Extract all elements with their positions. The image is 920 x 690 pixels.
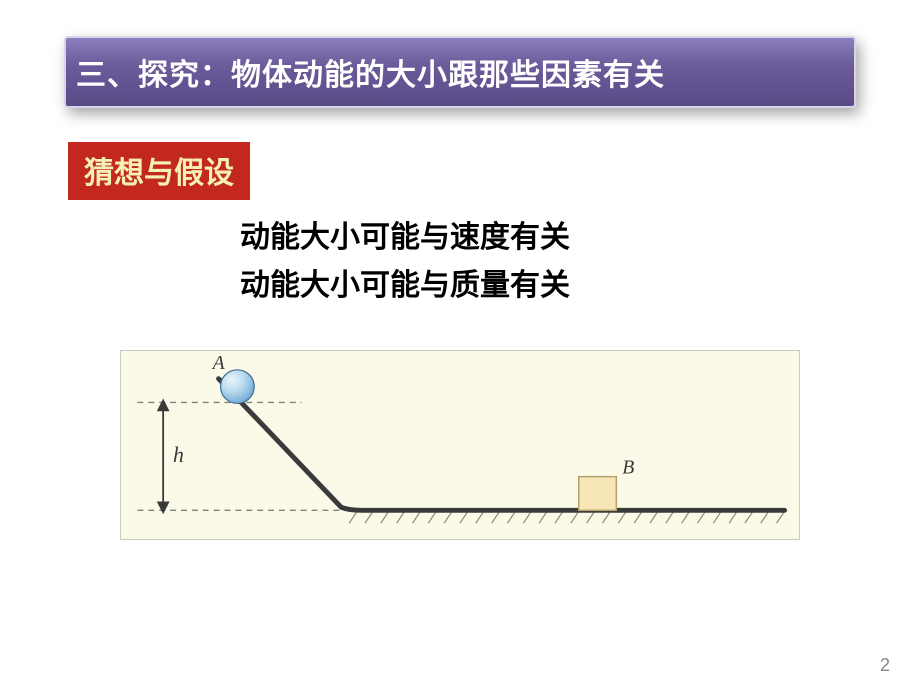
title-banner: 三、探究：物体动能的大小跟那些因素有关 [64, 36, 856, 108]
diagram-svg: h A B [121, 351, 799, 539]
subheading-text: 猜想与假设 [84, 157, 234, 190]
block-b [579, 477, 617, 511]
hypothesis-line-2: 动能大小可能与质量有关 [240, 262, 570, 310]
height-label: h [173, 443, 184, 467]
subheading-banner: 猜想与假设 [68, 142, 250, 200]
hypothesis-line-1: 动能大小可能与速度有关 [240, 214, 570, 262]
experiment-diagram: h A B [120, 350, 800, 540]
ball-a-label: A [211, 352, 226, 374]
hypothesis-block: 动能大小可能与速度有关 动能大小可能与质量有关 [240, 214, 570, 310]
title-text: 三、探究：物体动能的大小跟那些因素有关 [76, 50, 665, 94]
block-b-label: B [622, 457, 634, 479]
ball-a [221, 370, 255, 404]
page-number: 2 [880, 655, 890, 676]
